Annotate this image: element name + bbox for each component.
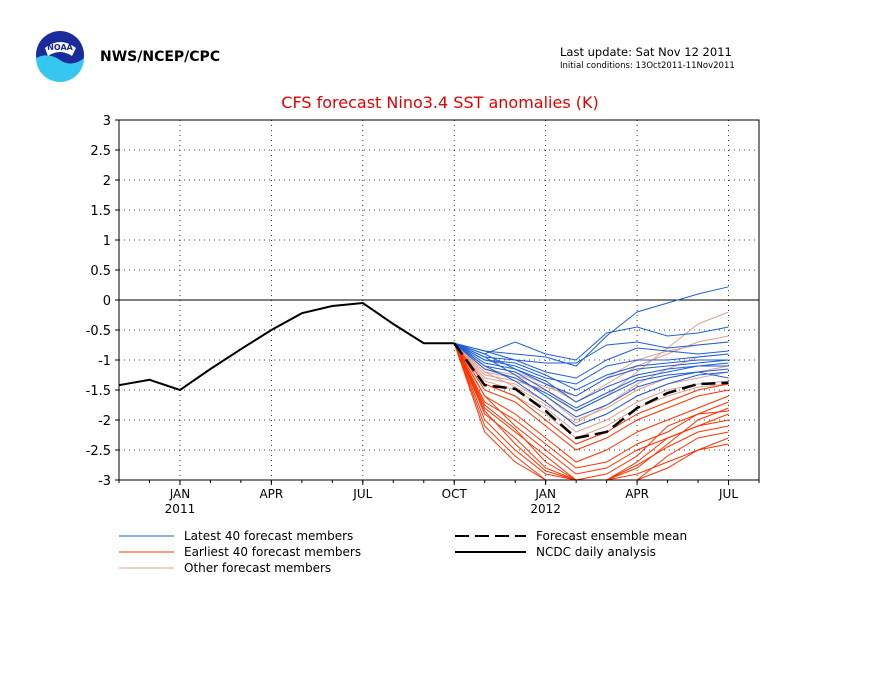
ensemble-mean-line xyxy=(453,342,729,440)
x-tick-year-label: 2012 xyxy=(530,502,561,516)
latest-member-line xyxy=(453,341,729,364)
legend-label-earliest: Earliest 40 forecast members xyxy=(184,545,361,559)
legend-label-latest: Latest 40 forecast members xyxy=(184,529,353,543)
earliest-member-line xyxy=(453,343,729,480)
y-tick-label: -2 xyxy=(98,414,111,429)
earliest-member-line xyxy=(453,342,729,480)
y-tick-label: 0.5 xyxy=(90,264,111,279)
latest-member-line xyxy=(454,286,729,367)
chart-title: CFS forecast Nino3.4 SST anomalies (K) xyxy=(281,93,598,112)
earliest-member-line xyxy=(453,342,729,480)
legend-label-mean: Forecast ensemble mean xyxy=(536,529,687,543)
x-tick-label: JUL xyxy=(352,487,372,501)
x-tick-label: APR xyxy=(259,487,283,501)
other-member-line xyxy=(453,342,729,439)
latest-member-line xyxy=(454,326,729,361)
y-tick-label: -1 xyxy=(98,354,111,369)
noaa-logo-text: NOAA xyxy=(47,43,73,52)
y-tick-label: -0.5 xyxy=(86,324,111,339)
noaa-logo: NOAA xyxy=(36,31,84,82)
earliest-members-series xyxy=(453,342,729,480)
y-tick-label: 2.5 xyxy=(90,144,111,159)
y-tick-label: 1 xyxy=(103,234,111,249)
y-tick-label: -1.5 xyxy=(86,384,111,399)
y-tick-label: -3 xyxy=(98,474,111,489)
x-tick-label: OCT xyxy=(442,487,468,501)
y-tick-label: -2.5 xyxy=(86,444,111,459)
earliest-member-line xyxy=(453,342,729,451)
x-tick-label: APR xyxy=(625,487,649,501)
earliest-member-line xyxy=(453,343,729,480)
legend: Latest 40 forecast members Earliest 40 f… xyxy=(119,529,687,575)
latest-member-line xyxy=(453,342,729,412)
last-update: Last update: Sat Nov 12 2011 xyxy=(560,45,732,59)
earliest-member-line xyxy=(453,342,729,463)
y-axis-ticks: 3 2.5 2 1.5 1 0.5 0 -0.5 -1 -1.5 -2 -2.5 -3 xyxy=(86,114,119,489)
initial-conditions: Initial conditions: 13Oct2011-11Nov2011 xyxy=(560,61,735,71)
y-tick-label: 3 xyxy=(103,114,111,129)
latest-member-line xyxy=(453,342,729,385)
agency-label: NWS/NCEP/CPC xyxy=(100,49,220,65)
earliest-member-line xyxy=(453,342,729,445)
x-tick-label: JAN xyxy=(169,487,191,501)
grid xyxy=(119,120,759,480)
x-tick-label: JUL xyxy=(718,487,738,501)
y-tick-label: 2 xyxy=(103,174,111,189)
legend-label-analysis: NCDC daily analysis xyxy=(536,545,656,559)
plot-frame xyxy=(118,119,760,481)
x-tick-year-label: 2011 xyxy=(165,502,196,516)
other-member-line xyxy=(453,342,729,433)
latest-member-line xyxy=(453,342,729,418)
latest-member-line xyxy=(454,342,729,379)
latest-member-line xyxy=(453,342,729,409)
earliest-member-line xyxy=(453,343,729,480)
other-member-line xyxy=(453,342,729,424)
analysis-series xyxy=(119,301,455,392)
latest-member-line xyxy=(453,342,729,391)
ensemble-mean-series xyxy=(453,342,729,440)
x-tick-label: JAN xyxy=(534,487,556,501)
legend-label-other: Other forecast members xyxy=(184,561,331,575)
earliest-member-line xyxy=(453,342,729,475)
latest-members-series xyxy=(453,286,729,427)
y-tick-label: 0 xyxy=(103,294,111,309)
analysis-line xyxy=(119,301,455,392)
y-tick-label: 1.5 xyxy=(90,204,111,219)
